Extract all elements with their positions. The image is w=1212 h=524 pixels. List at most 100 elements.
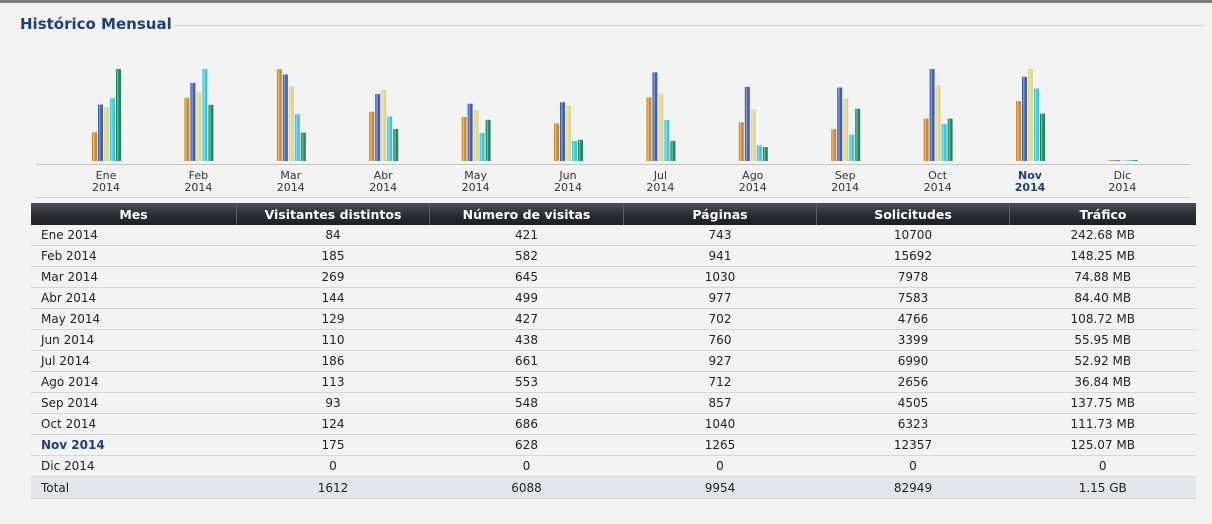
cell-visitantes: 1612 — [236, 476, 430, 499]
bar-highlight — [751, 109, 754, 161]
bar-highlight — [283, 74, 286, 161]
bar-highlight — [653, 72, 655, 161]
bar-pages-abr — [381, 89, 387, 161]
cell-solicitudes: 0 — [816, 455, 1010, 477]
bar-visitors-mar — [276, 69, 282, 161]
bar-highlight — [191, 82, 193, 161]
bar-bandwidth-ago — [762, 147, 768, 161]
bar-bandwidth-may — [485, 119, 491, 161]
table-row: Ene 2014 84 421 743 10700 242.68 MB — [31, 225, 1196, 246]
cell-mes: Nov 2014 — [31, 434, 237, 456]
cell-mes: Total — [31, 476, 237, 499]
cell-paginas: 702 — [623, 308, 817, 330]
x-tick-year: 2014 — [831, 181, 859, 194]
cell-mes: Jul 2014 — [31, 350, 237, 372]
bar-bandwidth-ene — [116, 69, 121, 161]
x-tick-month: Mar — [280, 169, 301, 182]
x-tick-year: 2014 — [646, 181, 674, 194]
col-header-mes: Mes — [31, 203, 237, 225]
bar-hits-nov — [1034, 88, 1039, 161]
cell-trafico: 111.73 MB — [1009, 413, 1196, 435]
cell-visitantes: 124 — [236, 413, 430, 435]
cell-trafico: 125.07 MB — [1009, 434, 1196, 456]
bar-visits-feb — [190, 82, 196, 161]
bar-highlight — [555, 123, 557, 161]
table-row: Oct 2014 124 686 1040 6323 111.73 MB — [31, 413, 1196, 435]
cell-mes: Sep 2014 — [31, 392, 237, 414]
title-divider — [174, 25, 1204, 26]
x-tick-year: 2014 — [462, 181, 490, 194]
cell-solicitudes: 2656 — [816, 371, 1010, 393]
x-tick-year: 2014 — [1015, 181, 1046, 194]
cell-visitas: 499 — [429, 287, 624, 309]
monthly-history-chart: Ene2014Feb2014Mar2014Abr2014May2014Jun20… — [92, 69, 1138, 194]
bar-highlight — [197, 92, 199, 161]
bar-pages-nov — [1028, 69, 1033, 161]
bar-visitors-jul — [646, 97, 652, 161]
chart-bottom-divider — [36, 197, 1190, 198]
bar-bandwidth-nov — [1040, 113, 1045, 161]
cell-mes: Oct 2014 — [31, 413, 237, 435]
cell-visitantes: 113 — [236, 371, 430, 393]
bar-pages-feb — [196, 92, 202, 161]
bar-highlight — [763, 147, 766, 161]
bar-highlight — [1029, 69, 1031, 161]
bar-visitors-feb — [184, 97, 190, 161]
table-row: Jul 2014 186 661 927 6990 52.92 MB — [31, 350, 1196, 372]
bar-visitors-ago — [738, 122, 744, 161]
bar-visitors-oct — [923, 118, 929, 161]
col-header-visitas: Número de visitas — [429, 203, 624, 225]
cell-visitantes: 185 — [236, 245, 430, 267]
cell-paginas: 9954 — [623, 476, 817, 499]
table-row: Jun 2014 110 438 760 3399 55.95 MB — [31, 329, 1196, 351]
cell-trafico: 84.40 MB — [1009, 287, 1196, 309]
cell-mes: Mar 2014 — [31, 266, 237, 288]
x-tick-month: May — [464, 169, 487, 182]
bar-highlight — [924, 118, 927, 161]
bar-highlight — [480, 133, 483, 161]
bar-highlight — [579, 139, 581, 161]
cell-visitas: 645 — [429, 266, 624, 288]
bar-highlight — [665, 120, 667, 161]
x-tick-month: Feb — [189, 169, 208, 182]
bar-visits-jul — [652, 72, 658, 161]
table-row: Dic 2014 0 0 0 0 0 — [31, 455, 1196, 477]
bar-highlight — [468, 103, 471, 161]
col-header-paginas: Páginas — [623, 203, 817, 225]
bar-bandwidth-feb — [208, 104, 214, 161]
bar-highlight — [1109, 160, 1111, 161]
cell-visitas: 438 — [429, 329, 624, 351]
cell-visitantes: 144 — [236, 287, 430, 309]
bar-visits-sep — [837, 87, 843, 161]
bar-highlight — [462, 116, 465, 161]
cell-paginas: 1040 — [623, 413, 817, 435]
bar-highlight — [1017, 101, 1019, 161]
table-row: Abr 2014 144 499 977 7583 84.40 MB — [31, 287, 1196, 309]
cell-paginas: 760 — [623, 329, 817, 351]
cell-mes: May 2014 — [31, 308, 237, 330]
x-tick-month: Jul — [653, 169, 667, 182]
cell-mes: Abr 2014 — [31, 287, 237, 309]
bar-highlight — [832, 129, 834, 161]
table-header-row: Mes Visitantes distintos Número de visit… — [31, 203, 1196, 225]
cell-visitas: 548 — [429, 392, 624, 414]
bar-hits-mar — [294, 114, 300, 161]
cell-paginas: 927 — [623, 350, 817, 372]
bar-pages-dic — [1120, 160, 1126, 161]
cell-trafico: 137.75 MB — [1009, 392, 1196, 414]
cell-visitantes: 0 — [236, 455, 430, 477]
bar-visits-abr — [375, 94, 381, 161]
bar-highlight — [99, 104, 101, 161]
cell-visitas: 582 — [429, 245, 624, 267]
cell-visitas: 427 — [429, 308, 624, 330]
bar-highlight — [948, 118, 951, 161]
cell-visitas: 628 — [429, 434, 624, 456]
bar-highlight — [1121, 160, 1123, 161]
bar-pages-oct — [935, 85, 941, 161]
x-tick-month: Nov — [1018, 169, 1043, 182]
bar-highlight — [486, 119, 489, 161]
bar-highlight — [930, 69, 933, 161]
cell-trafico: 1.15 GB — [1009, 476, 1196, 499]
bar-highlight — [185, 97, 187, 161]
cell-visitantes: 175 — [236, 434, 430, 456]
